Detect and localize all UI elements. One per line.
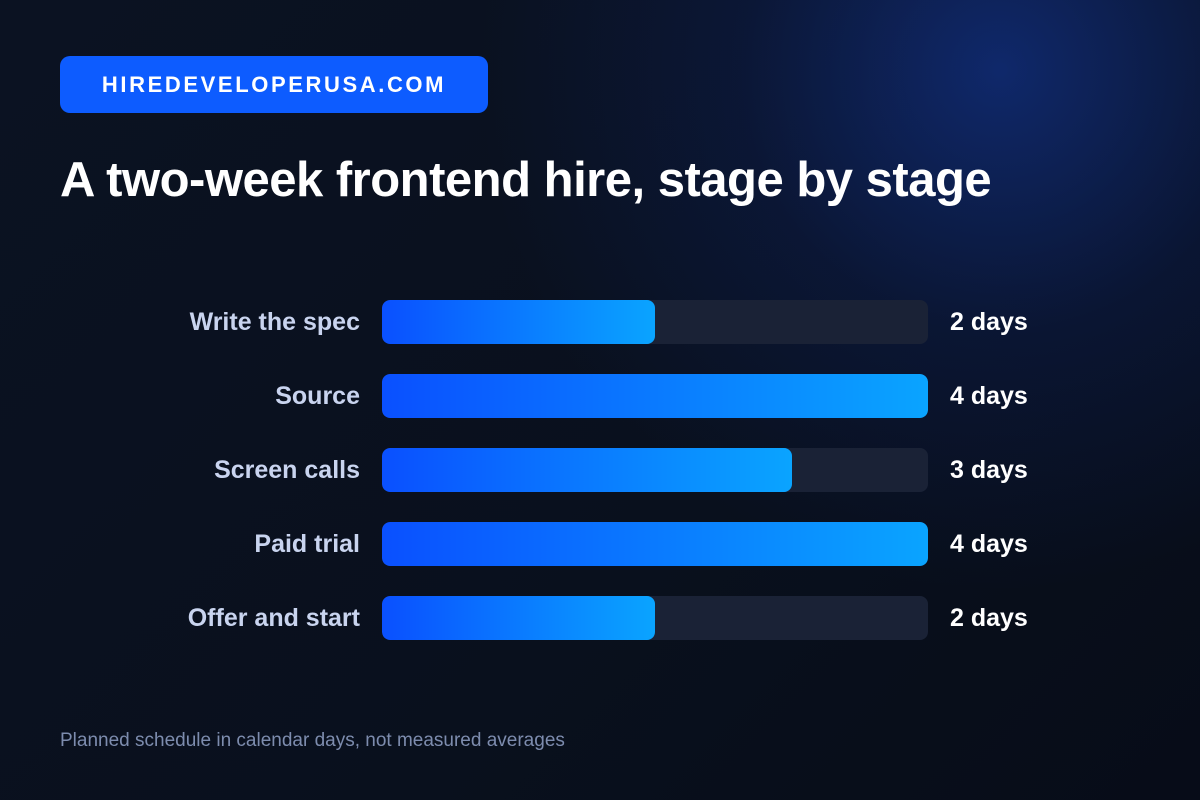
bar — [382, 448, 792, 492]
bar-track — [382, 448, 928, 492]
bar — [382, 522, 928, 566]
brand-label: HIREDEVELOPERUSA.COM — [101, 71, 447, 97]
bar-label: Source — [275, 382, 360, 410]
bar-value-label: 2 days — [950, 308, 1028, 336]
page-title: A two-week frontend hire, stage by stage — [60, 153, 992, 207]
bar-track — [382, 300, 928, 344]
bar — [382, 300, 655, 344]
bar-label: Offer and start — [187, 604, 360, 632]
bar-label: Paid trial — [254, 530, 360, 558]
bar-value-label: 4 days — [950, 530, 1028, 558]
bar — [382, 374, 928, 418]
bar-track — [382, 596, 928, 640]
bar-label: Screen calls — [214, 456, 360, 484]
bar-value-label: 3 days — [950, 456, 1028, 484]
chart-footnote: Planned schedule in calendar days, not m… — [60, 730, 565, 751]
brand-badge: HIREDEVELOPERUSA.COM — [60, 56, 488, 113]
bar-label: Write the spec — [189, 308, 360, 336]
bar-value-label: 4 days — [950, 382, 1028, 410]
bar-track — [382, 522, 928, 566]
bar-track — [382, 374, 928, 418]
bar — [382, 596, 655, 640]
bar-value-label: 2 days — [950, 604, 1028, 632]
